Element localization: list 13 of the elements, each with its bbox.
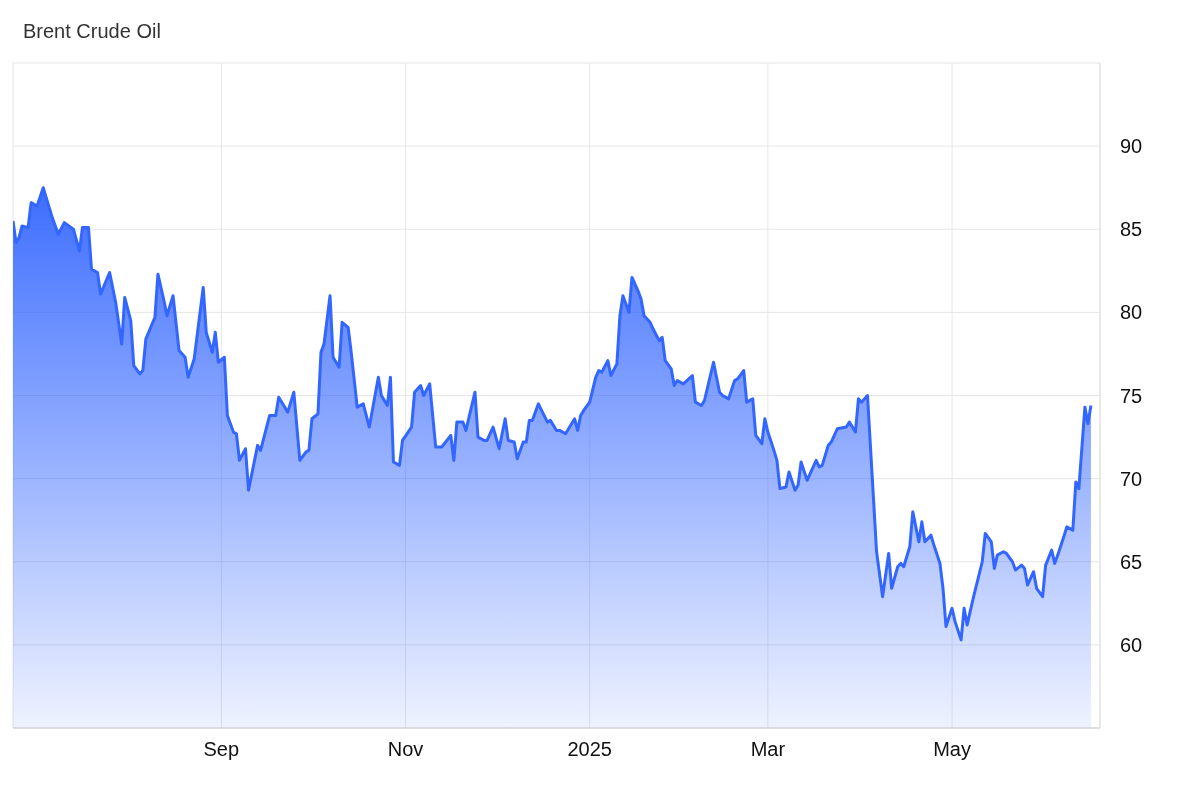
x-tick-label: 2025 <box>567 738 612 761</box>
y-tick-label: 60 <box>1120 633 1143 656</box>
x-tick-label: Sep <box>203 738 240 761</box>
y-tick-label: 85 <box>1120 218 1143 241</box>
x-tick-label: Mar <box>750 738 786 761</box>
chart-title: Brent Crude Oil <box>23 20 161 43</box>
y-tick-label: 80 <box>1120 301 1143 324</box>
y-tick-label: 70 <box>1120 467 1143 490</box>
y-tick-label: 65 <box>1120 550 1143 573</box>
x-tick-label: Nov <box>387 738 424 761</box>
y-tick-label: 90 <box>1120 135 1143 158</box>
y-tick-label: 75 <box>1120 384 1143 407</box>
x-tick-label: May <box>933 738 971 761</box>
